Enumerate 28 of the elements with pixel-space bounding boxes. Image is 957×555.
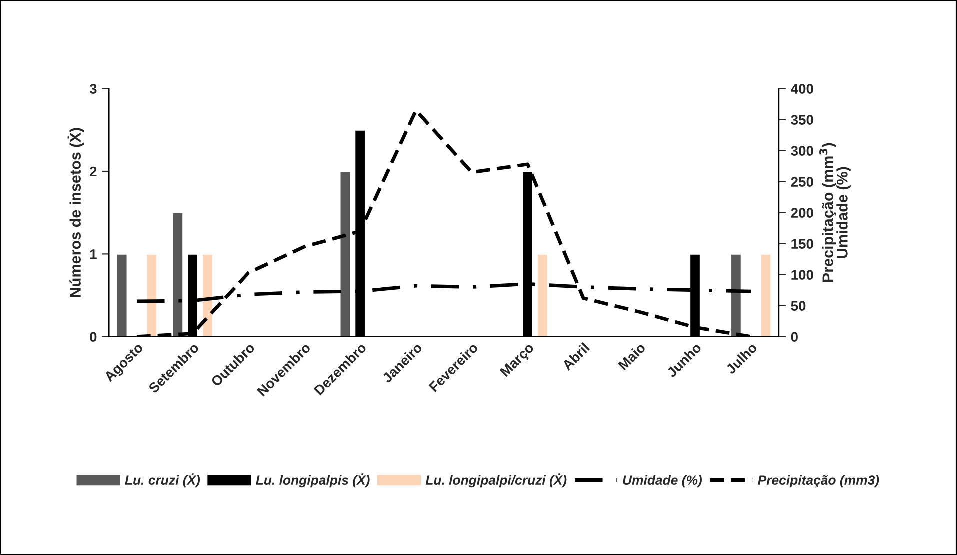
y-tick-label: 0 [90,332,97,342]
bar [339,170,352,337]
y-tick-label: 3 [90,84,97,94]
y2-tick-label: 100 [792,270,814,280]
y2-tick-label: 150 [792,239,814,250]
y2-tick-label: 50 [791,301,806,312]
bar [172,212,184,337]
y-tick-label: 1 [90,250,97,260]
legend-label: Umidade (%) [623,475,702,488]
bar [730,253,742,337]
y-axis-title: Números de insetos (Ẋ) [68,128,84,298]
bar [536,253,549,337]
bar [116,253,128,337]
y-tick-label: 2 [90,166,97,177]
legend-label: Lu. longipalpi/cruzi (Ẋ) [426,474,567,488]
text: Precipitação (mm$^{3}$) Umidade (%) [820,143,851,282]
legend-label: Lu. longipalpis (Ẋ) [256,474,370,488]
y2-tick-label: 250 [791,177,814,187]
y2-tick-label: 300 [791,146,814,156]
y2-tick-label: 200 [791,208,814,218]
y2-tick-label: 350 [791,115,814,125]
bar [202,253,214,337]
y2-tick-label: 400 [791,84,814,94]
legend-label: Lu. cruzi (Ẋ) [125,474,200,488]
legend-label: Precipitação (mm3) [758,475,880,488]
y2-tick-label: 0 [791,332,798,342]
bar [146,253,158,337]
bar [760,253,772,337]
